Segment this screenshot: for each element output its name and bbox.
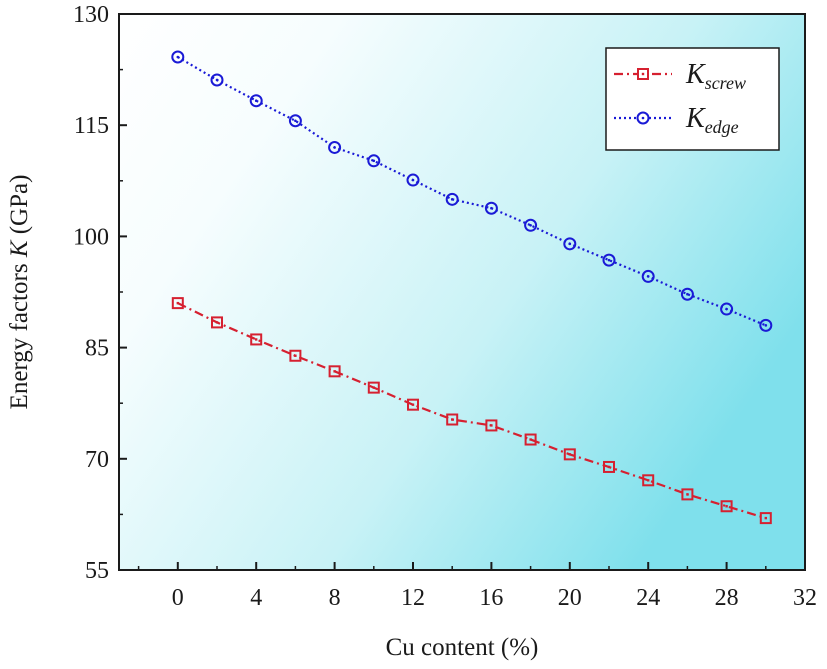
data-point-edge (249, 94, 263, 108)
x-tick-label: 8 (329, 585, 341, 611)
data-point-center-edge (725, 307, 728, 311)
data-point-screw (171, 297, 184, 310)
data-point-edge (759, 318, 773, 332)
data-point-center-screw (647, 479, 650, 482)
data-point-edge (563, 237, 577, 251)
data-point-screw (642, 474, 655, 487)
legend-marker-center-edge (641, 116, 645, 120)
x-tick-label: 20 (558, 585, 582, 611)
series-line-edge (177, 56, 767, 327)
x-tick-label: 32 (793, 585, 817, 611)
data-point-edge (328, 140, 342, 154)
data-point-screw (446, 413, 459, 426)
data-point-center-edge (372, 159, 376, 163)
data-point-screw (211, 316, 223, 329)
data-point-center-edge (411, 178, 415, 182)
data-point-screw (250, 333, 263, 346)
y-tick-label: 130 (73, 2, 109, 28)
y-axis-title: Energy factors K (GPa) (6, 175, 33, 410)
data-point-screw (289, 349, 302, 362)
x-tick-label: 28 (715, 585, 739, 611)
data-point-center-screw (333, 370, 336, 373)
data-point-center-screw (529, 438, 532, 441)
data-point-center-screw (764, 516, 767, 520)
data-point-screw (720, 500, 733, 513)
data-point-center-screw (568, 453, 571, 456)
x-tick-label: 4 (250, 585, 262, 611)
x-tick-label: 12 (401, 585, 425, 611)
data-point-edge (367, 154, 381, 168)
data-point-center-screw (176, 301, 179, 305)
y-tick-label: 85 (85, 336, 109, 362)
data-point-screw (524, 433, 537, 446)
data-point-screw (328, 365, 341, 378)
data-point-edge (210, 73, 224, 87)
y-tick-label: 55 (85, 558, 109, 584)
x-tick-label: 16 (479, 585, 503, 611)
legend: Kscrew Kedge (605, 47, 780, 151)
data-point-edge (524, 218, 538, 232)
data-point-screw (367, 381, 380, 394)
data-point-center-screw (490, 424, 493, 427)
x-axis-title: Cu content (%) (386, 634, 539, 661)
data-point-edge (484, 201, 498, 215)
data-point-edge (288, 114, 302, 128)
data-point-center-screw (607, 465, 611, 469)
legend-label-edge: Kedge (685, 103, 739, 137)
y-tick-label: 100 (73, 224, 109, 250)
data-point-edge (602, 253, 616, 267)
data-point-edge (171, 50, 185, 64)
data-point-screw (485, 419, 498, 432)
data-point-center-edge (686, 292, 689, 296)
x-tick-label: 24 (636, 585, 660, 611)
y-tick-label: 70 (85, 447, 109, 473)
data-point-center-edge (646, 275, 650, 278)
data-point-center-edge (333, 146, 336, 149)
data-point-center-screw (725, 505, 728, 508)
data-point-edge (720, 302, 734, 316)
data-point-center-edge (607, 258, 611, 262)
data-point-center-screw (215, 321, 219, 324)
data-point-center-screw (372, 386, 375, 389)
data-point-screw (759, 512, 772, 525)
x-tick-label: 0 (172, 585, 184, 611)
data-point-center-edge (215, 78, 219, 82)
data-point-edge (445, 192, 459, 206)
data-point-center-edge (294, 119, 297, 123)
data-point-center-screw (451, 418, 454, 421)
data-point-center-edge (176, 55, 180, 59)
data-point-edge (680, 287, 694, 301)
data-point-center-screw (294, 354, 297, 357)
legend-label-screw: Kscrew (685, 59, 746, 93)
legend-marker-center-screw (641, 72, 645, 76)
data-point-edge (641, 269, 655, 283)
data-point-screw (407, 398, 419, 411)
data-point-screw (603, 460, 615, 473)
data-point-center-edge (254, 99, 258, 103)
data-point-center-screw (255, 338, 258, 341)
data-point-center-edge (490, 206, 493, 210)
data-point-center-screw (686, 493, 689, 496)
data-point-center-edge (529, 223, 532, 227)
y-tick-label: 115 (74, 113, 109, 139)
data-point-edge (406, 173, 420, 187)
data-point-center-edge (450, 198, 454, 201)
data-point-screw (681, 488, 694, 501)
data-point-center-edge (764, 324, 768, 327)
series-line-screw (177, 302, 767, 520)
data-point-center-edge (568, 242, 572, 246)
data-point-center-screw (411, 403, 415, 406)
legend-box (605, 47, 780, 151)
data-point-screw (563, 448, 576, 461)
